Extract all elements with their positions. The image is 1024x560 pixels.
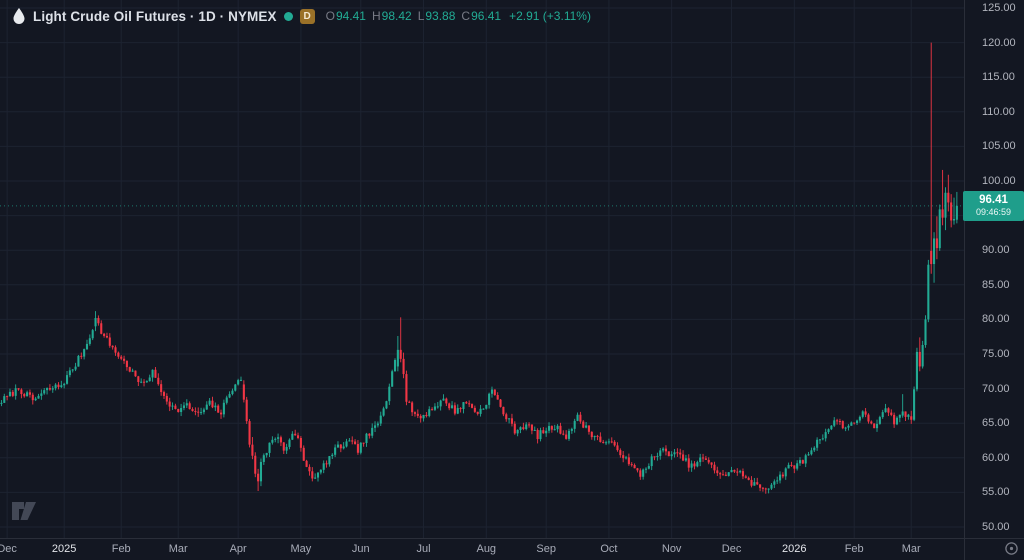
tradingview-logo[interactable] [10,499,38,528]
price-tick-label: 90.00 [982,244,1010,257]
time-tick-label: May [290,543,312,555]
ohlc-readout: O 94.41 H 98.42 L 93.88 C 96.41 +2.91 (+3.11… [326,9,591,23]
time-tick-label: Aug [476,543,497,555]
time-tick-label: Sep [536,543,556,555]
price-axis[interactable]: 50.00 55.00 60.00 65.00 70.00 75.00 80.00 85.00… [964,0,1024,538]
symbol-title[interactable]: Light Crude Oil Futures · 1D · NYMEX [33,8,277,24]
time-tick-label: Nov [661,543,682,555]
price-tick-label: 125.00 [982,2,1016,14]
time-tick-label: Apr [229,543,247,555]
high-value: 98.42 [381,9,412,23]
price-tick-label: 120.00 [982,36,1016,49]
time-tick-label: 2026 [782,543,807,555]
price-tick-label: 75.00 [982,348,1010,360]
price-tick-label: 60.00 [982,451,1010,464]
price-tick-label: 50.00 [982,521,1010,533]
price-tick-label: 85.00 [982,278,1010,291]
chart-settings-icon[interactable] [1004,541,1019,560]
chart-legend: Light Crude Oil Futures · 1D · NYMEX D O… [12,8,591,24]
change-value: +2.91 (+3.11%) [509,9,591,23]
price-tick-label: 80.00 [982,313,1010,326]
bar-close-countdown: 09:46:59 [975,206,1012,217]
time-tick-label: Feb [844,543,864,555]
open-label: O [325,9,335,23]
open-value: 94.41 [335,9,366,23]
delayed-data-badge: D [299,8,315,24]
close-value: 96.41 [471,9,502,23]
time-tick-label: Oct [600,543,618,555]
price-tick-label: 110.00 [982,105,1015,118]
price-tick-label: 105.00 [982,140,1016,153]
low-label: L [417,9,425,23]
time-tick-label: Dec [721,543,742,555]
high-label: H [371,9,381,23]
low-value: 93.88 [425,9,456,23]
last-price-badge[interactable]: 96.41 09:46:59 [963,190,1024,221]
price-tick-label: 55.00 [982,486,1010,499]
price-tick-label: 100.00 [982,175,1016,187]
market-status-icon [283,11,293,21]
time-tick-label: 2025 [51,543,77,555]
time-tick-label: Feb [111,543,131,555]
time-tick-label: Jul [416,543,431,555]
price-tick-label: 70.00 [982,382,1010,395]
oil-drop-icon [12,8,26,24]
price-tick-label: 115.00 [982,71,1015,84]
last-price-value: 96.41 [979,193,1008,206]
time-tick-label: Jun [351,543,370,555]
time-tick-label: Dec [0,543,17,555]
time-axis[interactable]: Dec 2025 Feb Mar Apr May Jun Jul Aug Sep Oct Nov Dec… [0,538,964,560]
time-tick-label: Mar [168,543,188,555]
close-label: C [461,9,471,23]
time-tick-label: Mar [901,543,921,555]
price-tick-label: 65.00 [982,417,1010,430]
